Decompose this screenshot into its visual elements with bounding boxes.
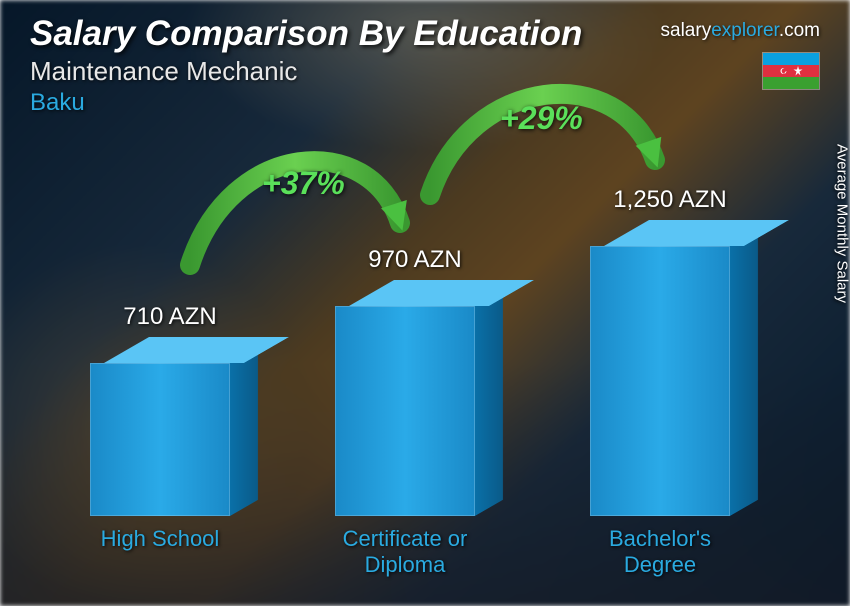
brand-logo: salaryexplorer.com (661, 20, 820, 42)
country-flag-icon (762, 52, 820, 90)
chart-area: 710 AZN High School 970 AZN Certificate … (60, 140, 790, 576)
bar-front (90, 363, 230, 516)
bar-side (230, 346, 258, 516)
bar-side (475, 290, 503, 516)
bar-value-label: 1,250 AZN (580, 186, 760, 214)
bar-top (349, 280, 534, 306)
bar-side (730, 230, 758, 516)
bar-category-label: Bachelor'sDegree (560, 526, 760, 578)
bar-category-label: Certificate orDiploma (305, 526, 505, 578)
star-icon (792, 65, 804, 77)
bar-front (335, 306, 475, 516)
bar-0: 710 AZN High School (90, 363, 230, 516)
bar-top (604, 220, 789, 246)
flag-stripe-blue (763, 53, 819, 65)
flag-stripe-red (763, 65, 819, 77)
bar-top (104, 337, 289, 363)
crescent-icon (779, 65, 791, 77)
brand-suffix: .com (779, 20, 820, 41)
y-axis-label: Average Monthly Salary (834, 144, 850, 303)
brand-accent: explorer (711, 20, 779, 41)
bar-2: 1,250 AZN Bachelor'sDegree (590, 246, 730, 516)
bar-value-label: 710 AZN (80, 303, 260, 331)
percent-increase-label-0: +37% (262, 165, 345, 202)
brand-prefix: salary (661, 20, 712, 41)
bar-front (590, 246, 730, 516)
chart-location: Baku (30, 89, 820, 117)
bar-1: 970 AZN Certificate orDiploma (335, 306, 475, 516)
bar-value-label: 970 AZN (325, 246, 505, 274)
chart-subtitle: Maintenance Mechanic (30, 56, 820, 87)
bar-category-label: High School (60, 526, 260, 552)
flag-stripe-green (763, 77, 819, 89)
